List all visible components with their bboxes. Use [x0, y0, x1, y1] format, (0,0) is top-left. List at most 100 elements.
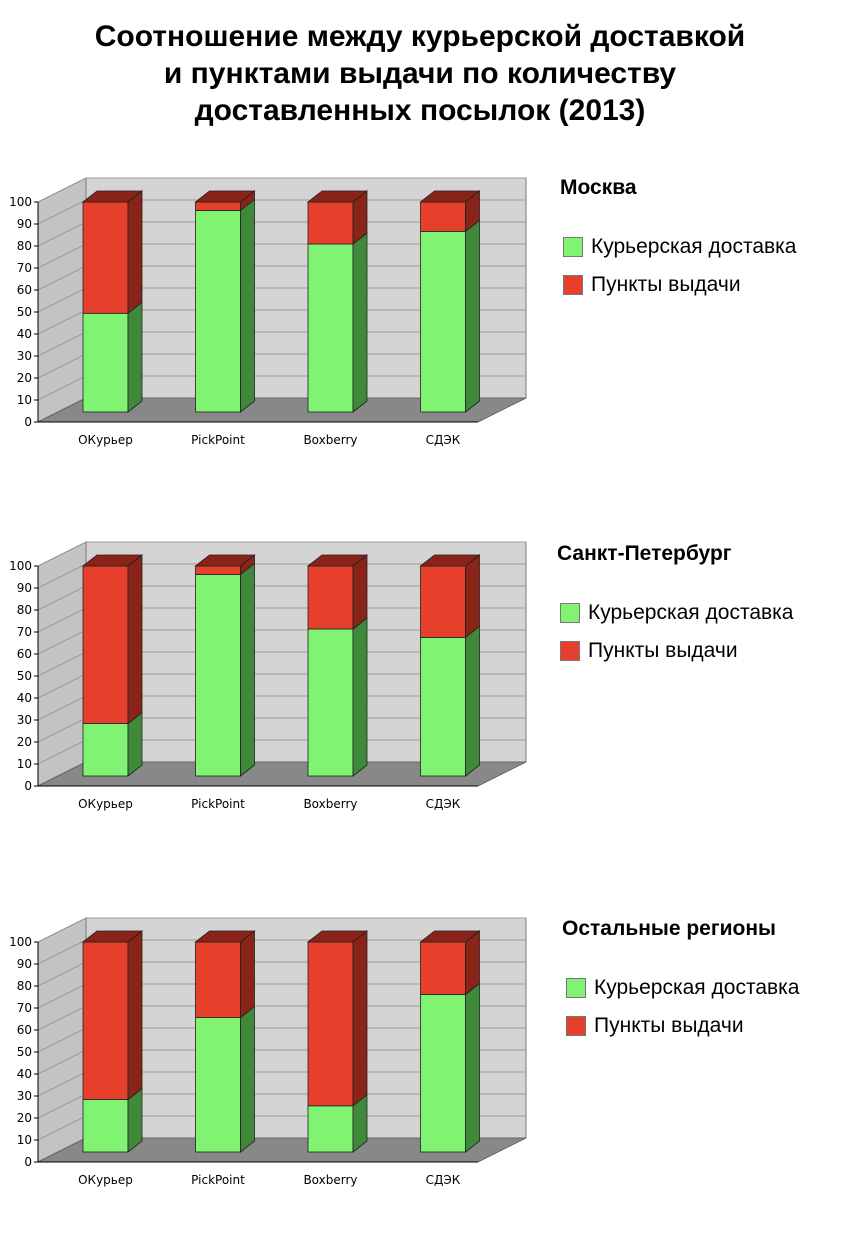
legend-label-pickup: Пункты выдачи — [591, 273, 741, 296]
y-tick-label: 10 — [17, 757, 32, 771]
bar-pickup-boxberry — [307, 565, 354, 630]
bar-top-pickup-сдэк — [419, 554, 481, 567]
y-tick-label: 90 — [17, 581, 32, 595]
bar-top-pickup-boxberry — [306, 190, 369, 203]
bar-side-pickup-boxberry — [352, 930, 368, 1107]
y-tick-label: 0 — [24, 779, 32, 793]
y-tick-label: 80 — [17, 239, 32, 253]
bar-pickup-pickpoint — [195, 941, 241, 1018]
y-tick-label: 80 — [17, 603, 32, 617]
bar-courier-сдэк — [420, 231, 466, 413]
y-tick-label: 40 — [17, 327, 32, 341]
legend-swatch-courier — [563, 237, 583, 257]
chart-panel-moscow: 0 10 20 30 40 50 60 70 80 90 100 ОКурьер PickPoint Bo… — [0, 170, 845, 500]
y-tick-label: 20 — [17, 371, 32, 385]
bar-side-courier-окурьер — [127, 301, 143, 413]
bar-courier-окурьер — [82, 723, 129, 777]
bar-side-courier-pickpoint — [240, 198, 255, 413]
gridline-diagonal — [37, 375, 87, 401]
y-tick-label: 10 — [17, 393, 32, 407]
x-tick-label: ОКурьер — [78, 1173, 133, 1187]
chart-moscow: 0 10 20 30 40 50 60 70 80 90 100 ОКурьер PickPoint Bo… — [9, 177, 527, 447]
bar-top-pickup-окурьер — [81, 190, 144, 203]
gridline-diagonal — [37, 541, 87, 567]
bar-pickup-окурьер — [82, 565, 129, 724]
bar-side-courier-сдэк — [465, 625, 480, 777]
y-tick-label: 50 — [17, 669, 32, 683]
title-line-2: и пунктами выдачи по количеству — [163, 57, 677, 90]
bar-side-pickup-pickpoint — [240, 930, 255, 1019]
bar-side-courier-boxberry — [352, 232, 368, 413]
y-tick-label: 0 — [24, 1155, 32, 1169]
legend-swatch-pickup — [560, 641, 580, 661]
gridline-diagonal — [37, 563, 87, 589]
chart-spb: 0 10 20 30 40 50 60 70 80 90 100 ОКурьер PickPoint Bo… — [9, 541, 527, 811]
bar-courier-сдэк — [420, 994, 466, 1153]
bar-pickup-сдэк — [420, 201, 466, 232]
y-tick-label: 60 — [17, 647, 32, 661]
y-tick-label: 70 — [17, 261, 32, 275]
bar-side-pickup-окурьер — [127, 554, 143, 725]
gridline-diagonal — [37, 265, 87, 291]
gridline-diagonal — [37, 983, 87, 1009]
y-tick-label: 70 — [17, 625, 32, 639]
y-tick-label: 30 — [17, 349, 32, 363]
bar-courier-pickpoint — [195, 574, 241, 777]
y-tick-label: 40 — [17, 1067, 32, 1081]
gridline-diagonal — [37, 1027, 87, 1053]
x-tick-label: СДЭК — [426, 797, 461, 811]
x-tick-label: ОКурьер — [78, 433, 133, 447]
bar-top-pickup-pickpoint — [194, 930, 256, 943]
gridline-diagonal — [37, 243, 87, 269]
bar-courier-boxberry — [307, 243, 354, 413]
bar-courier-pickpoint — [195, 210, 241, 413]
y-tick-label: 30 — [17, 713, 32, 727]
y-tick-label: 70 — [17, 1001, 32, 1015]
chart-panel-spb: 0 10 20 30 40 50 60 70 80 90 100 ОКурьер PickPoint Bo… — [0, 534, 845, 864]
gridline-diagonal — [37, 1071, 87, 1097]
bar-side-courier-сдэк — [465, 982, 480, 1153]
bar-pickup-окурьер — [82, 201, 129, 314]
bar-pickup-boxberry — [307, 941, 354, 1107]
bar-courier-boxberry — [307, 1105, 354, 1153]
gridline-diagonal — [37, 651, 87, 677]
bar-top-pickup-boxberry — [306, 930, 369, 943]
legend-swatch-courier — [566, 978, 586, 998]
gridline-diagonal — [37, 673, 87, 699]
gridline-diagonal — [37, 629, 87, 655]
bar-side-pickup-сдэк — [465, 554, 480, 639]
x-tick-label: Boxberry — [303, 433, 357, 447]
bar-courier-окурьер — [82, 1099, 129, 1153]
legend-label-courier: Курьерская доставка — [594, 976, 800, 999]
region-title-other: Остальные регионы — [562, 917, 776, 940]
gridline-diagonal — [37, 177, 87, 203]
y-tick-label: 50 — [17, 305, 32, 319]
gridline-diagonal — [37, 1005, 87, 1031]
bar-side-pickup-boxberry — [352, 554, 368, 630]
bar-courier-сдэк — [420, 637, 466, 777]
legend-label-pickup: Пункты выдачи — [588, 639, 738, 662]
bar-courier-pickpoint — [195, 1017, 241, 1153]
title-line-1: Соотношение между курьерской доставкой — [94, 20, 746, 53]
bar-top-pickup-окурьер — [81, 554, 144, 567]
gridline-diagonal — [37, 585, 87, 611]
gridline-diagonal — [37, 1049, 87, 1075]
y-tick-label: 100 — [9, 559, 32, 573]
bar-pickup-окурьер — [82, 941, 129, 1100]
x-tick-label: СДЭК — [426, 433, 461, 447]
gridline-diagonal — [37, 309, 87, 335]
y-tick-label: 50 — [17, 1045, 32, 1059]
bar-side-courier-boxberry — [352, 617, 368, 777]
y-tick-label: 60 — [17, 283, 32, 297]
legend-swatch-pickup — [566, 1016, 586, 1036]
legend-swatch-pickup — [563, 275, 583, 295]
y-tick-label: 80 — [17, 979, 32, 993]
x-tick-label: ОКурьер — [78, 797, 133, 811]
x-tick-label: PickPoint — [191, 1173, 245, 1187]
chart-other: 0 10 20 30 40 50 60 70 80 90 100 ОКурьер PickPoint Bo… — [9, 917, 527, 1187]
bar-side-courier-pickpoint — [240, 1005, 255, 1153]
region-title-spb: Санкт-Петербург — [557, 542, 732, 565]
y-tick-label: 30 — [17, 1089, 32, 1103]
x-tick-label: СДЭК — [426, 1173, 461, 1187]
y-tick-label: 10 — [17, 1133, 32, 1147]
